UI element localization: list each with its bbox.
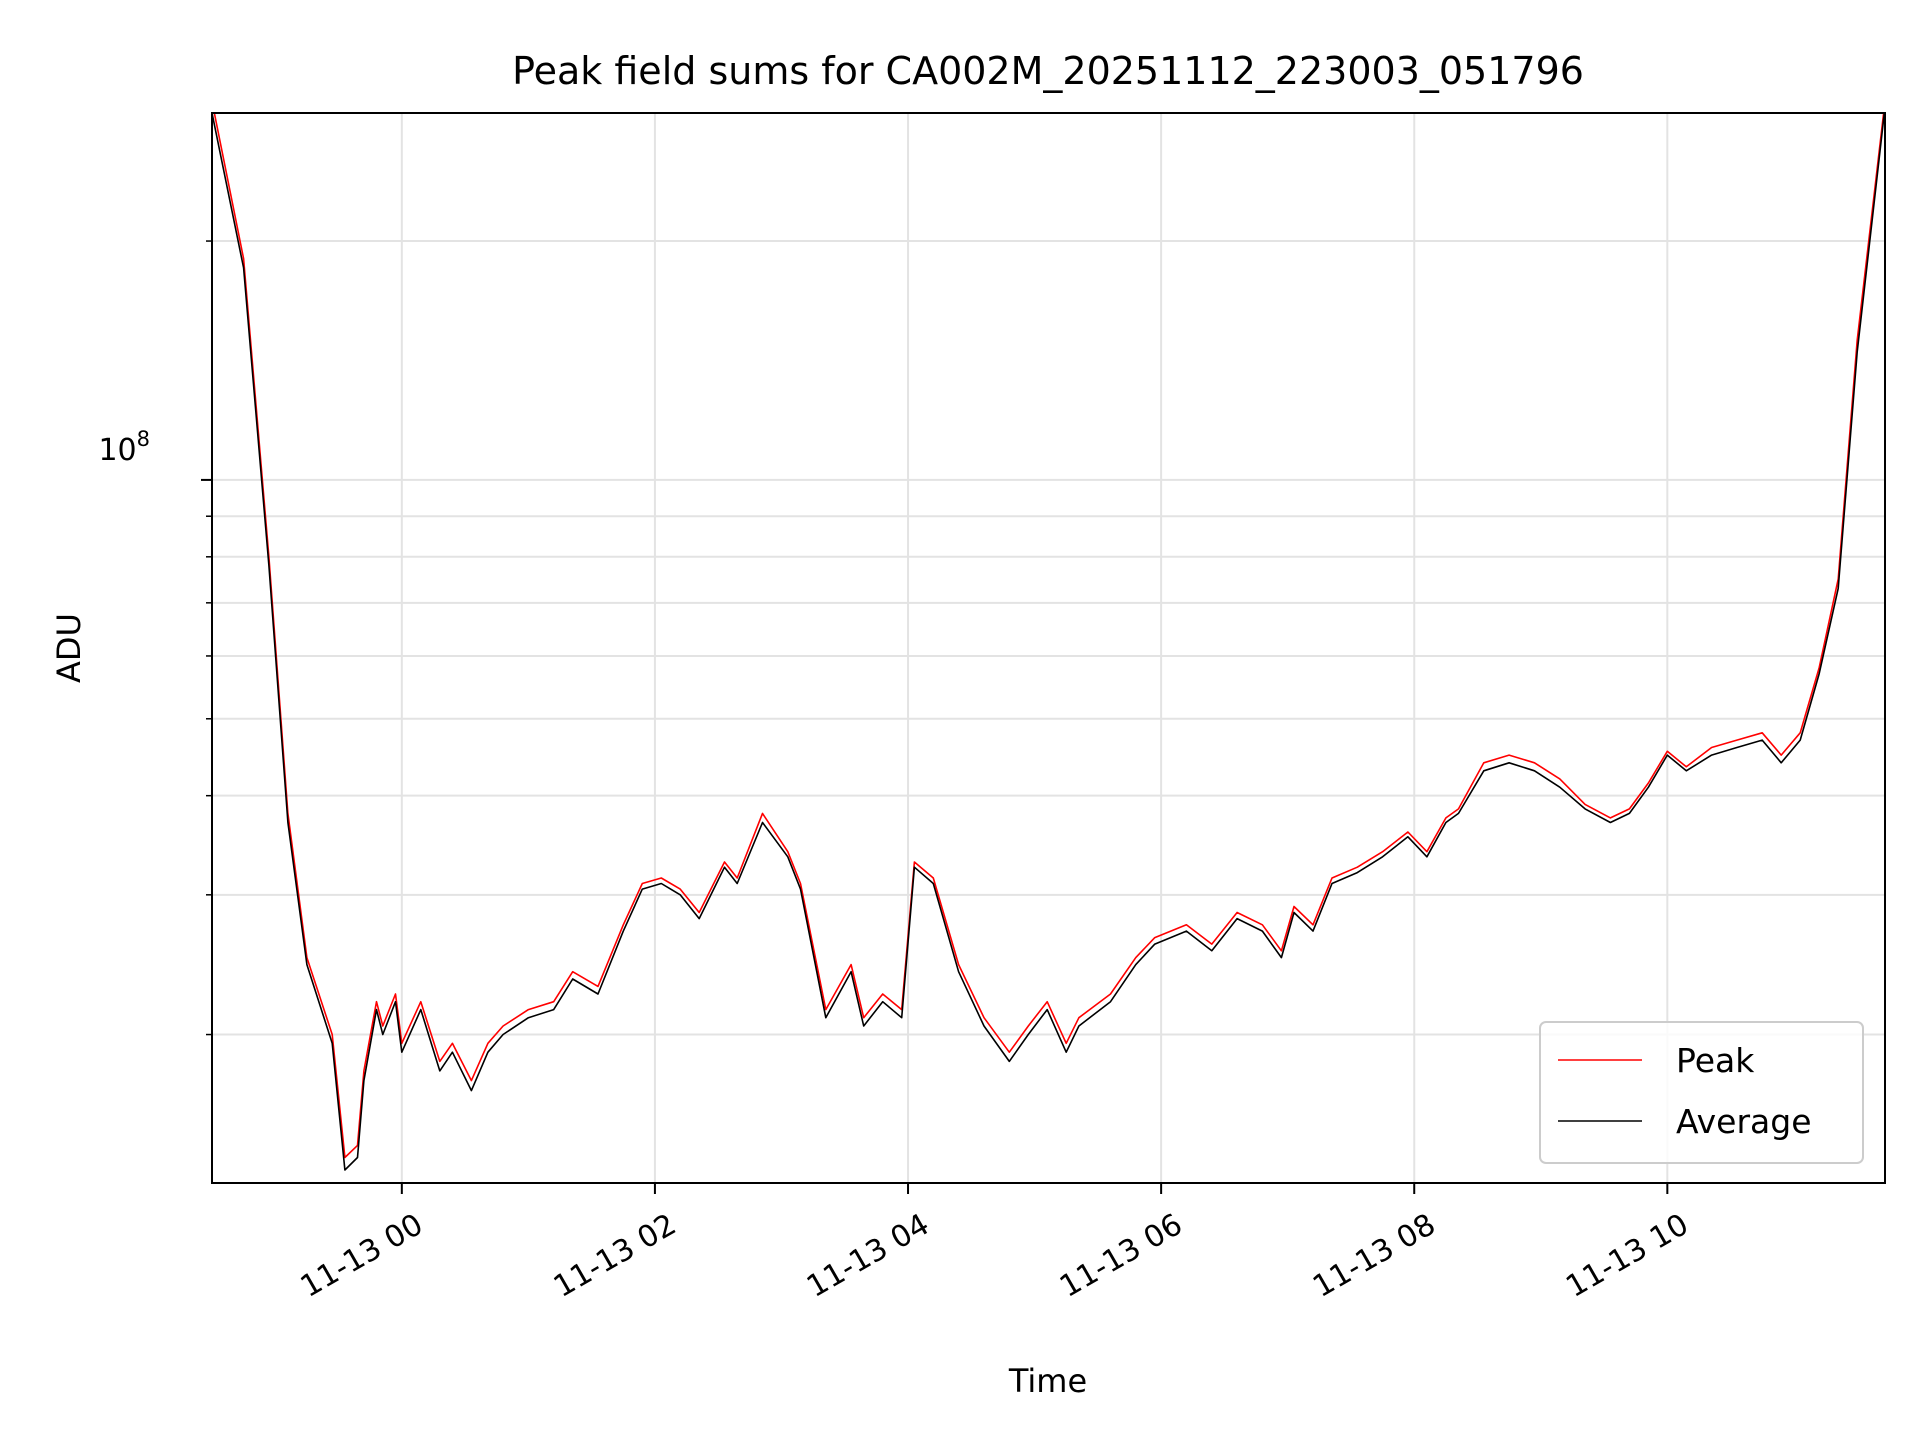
x-tick-label: 11-13 02 [548, 1207, 682, 1305]
grid-lines [212, 113, 1885, 1183]
x-axis-title: Time [1008, 1362, 1087, 1400]
legend-label-average: Average [1676, 1102, 1812, 1141]
y-tick-mantissa: 10 [98, 433, 136, 468]
legend-label-peak: Peak [1676, 1041, 1755, 1080]
x-tick-label: 11-13 08 [1307, 1207, 1441, 1305]
plot-lines [212, 113, 1885, 1171]
y-axis-title: ADU [50, 613, 88, 683]
x-tick-label: 11-13 06 [1054, 1207, 1188, 1305]
series-line-average [212, 113, 1885, 1171]
y-tick-exponent: 8 [137, 427, 150, 451]
x-tick-label: 11-13 00 [295, 1207, 429, 1305]
y-tick-label-1e8: 108 [98, 427, 150, 468]
legend: Peak Average [1539, 1021, 1864, 1164]
x-tick-label: 11-13 10 [1560, 1207, 1694, 1305]
axis-ticks: 11-13 00 11-13 02 11-13 04 11-13 06 11-13 08… [201, 240, 1695, 1305]
series-line-peak [213, 113, 1885, 1159]
plot-frame [211, 112, 1886, 1184]
chart-title: Peak field sums for CA002M_20251112_2230… [512, 49, 1584, 93]
legend-box [1539, 1021, 1864, 1164]
x-tick-label: 11-13 04 [801, 1207, 935, 1305]
